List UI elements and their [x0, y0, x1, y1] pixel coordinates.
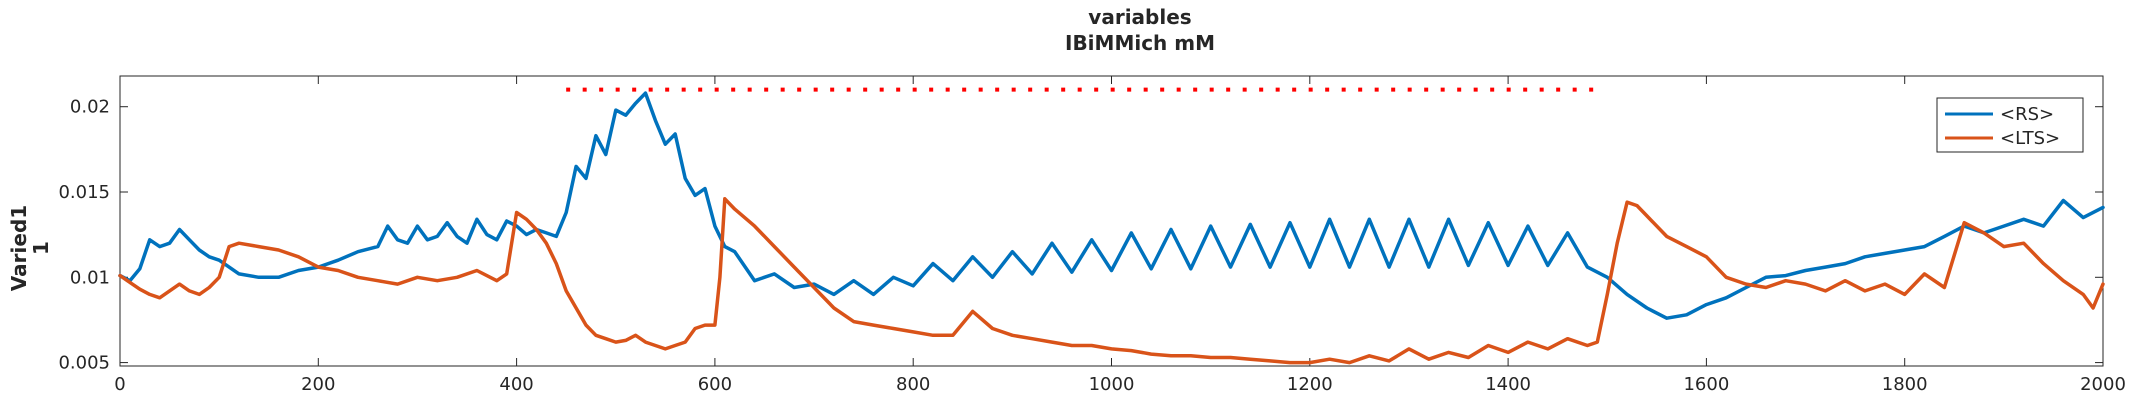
y-tick-label: 0.02 [70, 97, 110, 118]
x-tick-label: 400 [499, 374, 533, 395]
y-tick-label: 0.005 [58, 353, 110, 374]
chart-subtitle: IBiMMich mM [1065, 31, 1215, 55]
x-tick-label: 1000 [1089, 374, 1135, 395]
x-tick-label: 200 [301, 374, 335, 395]
y-axis-label-line2: 1 [29, 241, 53, 255]
x-tick-label: 1400 [1485, 374, 1531, 395]
x-tick-label: 1200 [1287, 374, 1333, 395]
series-line-rs [118, 91, 2105, 320]
legend-label-rs: <RS> [2000, 104, 2054, 125]
x-tick-label: 0 [114, 374, 125, 395]
x-tick-label: 2000 [2080, 374, 2126, 395]
legend-box [1936, 97, 2084, 153]
series-line-lts [118, 197, 2105, 365]
y-axis-label-group: Varied1 1 [7, 205, 53, 291]
x-tick-label: 1600 [1683, 374, 1729, 395]
legend: <RS> <LTS> [1936, 97, 2084, 153]
y-axis-label: Varied1 [7, 205, 31, 291]
x-tick-label: 800 [896, 374, 930, 395]
chart-title: variables [1088, 5, 1191, 29]
x-tick-label: 1800 [1882, 374, 1928, 395]
legend-label-lts: <LTS> [2000, 128, 2060, 149]
y-tick-label: 0.01 [70, 267, 110, 288]
axis-ticks: 0 200 400 600 800 1000 1200 1400 1600 1800 2000 0.0… [58, 76, 2126, 395]
y-tick-label: 0.015 [58, 182, 110, 203]
series-layer [118, 91, 2105, 365]
x-tick-label: 600 [698, 374, 732, 395]
